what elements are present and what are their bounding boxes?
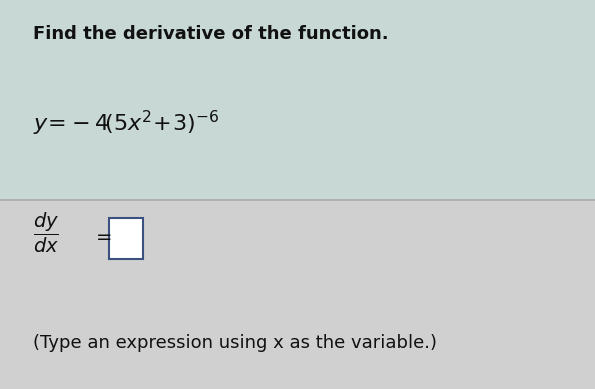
Bar xyxy=(109,218,143,259)
Text: $=$: $=$ xyxy=(92,226,112,245)
Text: $y\!=\!-4\!\left(5x^2\!+\!3\right)^{-6}$: $y\!=\!-4\!\left(5x^2\!+\!3\right)^{-6}$ xyxy=(33,109,219,138)
Text: (Type an expression using x as the variable.): (Type an expression using x as the varia… xyxy=(33,334,437,352)
Text: Find the derivative of the function.: Find the derivative of the function. xyxy=(33,25,389,43)
Text: $\dfrac{dy}{dx}$: $\dfrac{dy}{dx}$ xyxy=(33,211,59,256)
Bar xyxy=(0,0,595,200)
